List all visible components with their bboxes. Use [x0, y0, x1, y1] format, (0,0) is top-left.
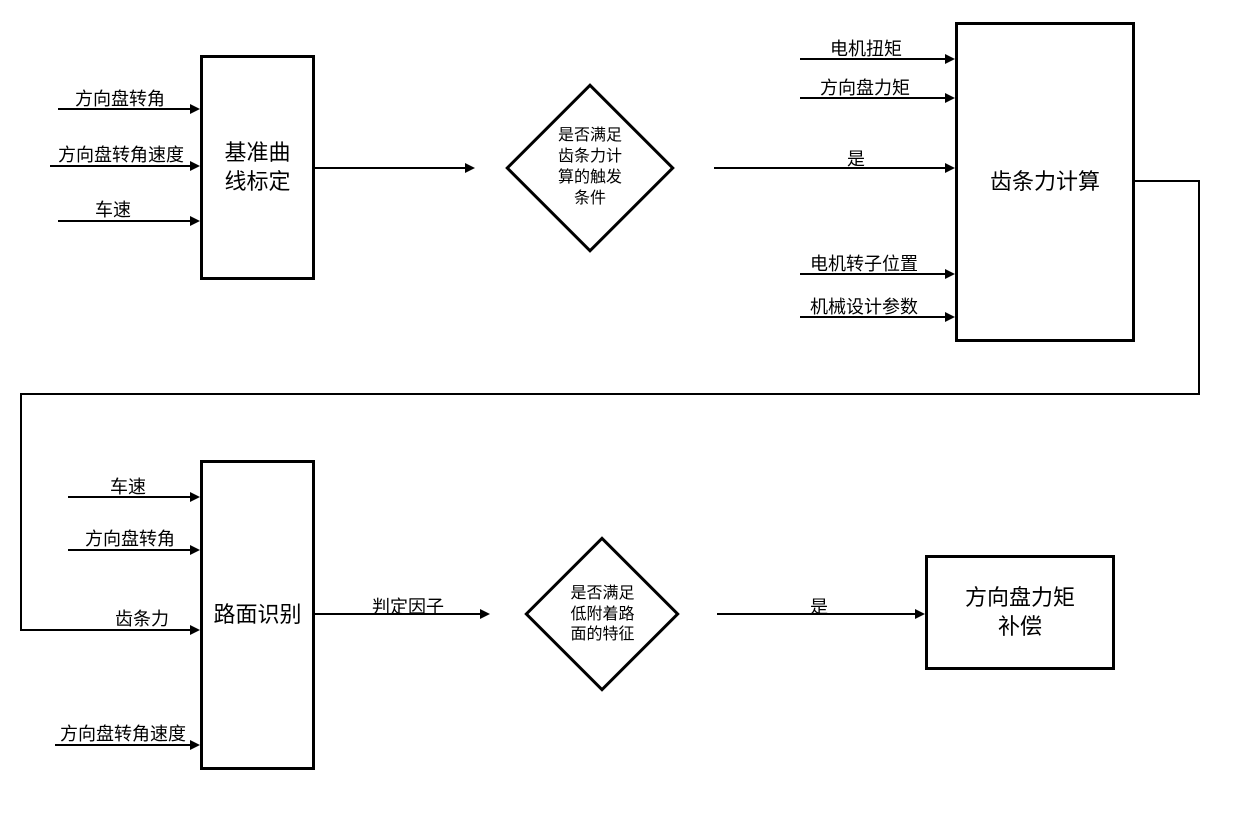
- arrow-head-icon: [190, 545, 200, 555]
- edge-label-yes1: 是: [847, 145, 865, 171]
- node-rack-force-calc-label: 齿条力计算: [990, 168, 1100, 197]
- arrow-head-icon: [945, 312, 955, 322]
- input-rack-force: 齿条力: [115, 605, 169, 631]
- arrow-head-icon: [945, 54, 955, 64]
- edge-box2-route-h1: [1135, 180, 1200, 182]
- arrow-head-icon: [190, 492, 200, 502]
- arrow-head-icon: [190, 161, 200, 171]
- edge-d1-box2: [714, 167, 945, 169]
- edge-box2-route-h3: [20, 629, 190, 631]
- input-steering-angle-speed-2: 方向盘转角速度: [60, 720, 186, 746]
- arrow-line: [68, 549, 190, 551]
- edge-box1-d1: [315, 167, 465, 169]
- arrow-head-icon: [945, 93, 955, 103]
- input-steering-angle-2: 方向盘转角: [85, 525, 175, 551]
- arrow-head-icon: [190, 625, 200, 635]
- arrow-head-icon: [190, 740, 200, 750]
- edge-box2-route-h2: [20, 393, 1200, 395]
- node-baseline-curve-label: 基准曲线标定: [224, 139, 290, 196]
- arrow-line: [68, 496, 190, 498]
- edge-label-yes2: 是: [810, 593, 828, 619]
- arrow-line: [50, 165, 190, 167]
- input-steering-angle-speed: 方向盘转角速度: [58, 141, 184, 167]
- edge-box2-route-v1: [1198, 180, 1200, 395]
- node-road-recognition-label: 路面识别: [213, 601, 301, 630]
- arrow-head-icon: [190, 216, 200, 226]
- arrow-head-icon: [945, 163, 955, 173]
- arrow-line: [800, 58, 945, 60]
- node-torque-compensation: 方向盘力矩补偿: [925, 555, 1115, 670]
- node-baseline-curve: 基准曲线标定: [200, 55, 315, 280]
- decision-low-adhesion: [524, 536, 680, 692]
- arrow-line: [800, 273, 945, 275]
- arrow-head-icon: [465, 163, 475, 173]
- input-vehicle-speed: 车速: [95, 196, 131, 222]
- arrow-line: [55, 744, 190, 746]
- edge-label-judge: 判定因子: [372, 593, 444, 619]
- arrow-line: [58, 220, 190, 222]
- node-torque-compensation-label: 方向盘力矩补偿: [965, 584, 1075, 641]
- arrow-line: [800, 316, 945, 318]
- node-rack-force-calc: 齿条力计算: [955, 22, 1135, 342]
- decision-trigger-condition: [505, 83, 675, 253]
- arrow-head-icon: [945, 269, 955, 279]
- arrow-line: [58, 108, 190, 110]
- arrow-head-icon: [480, 609, 490, 619]
- arrow-line: [800, 97, 945, 99]
- node-road-recognition: 路面识别: [200, 460, 315, 770]
- arrow-head-icon: [915, 609, 925, 619]
- edge-box2-route-v2: [20, 393, 22, 630]
- arrow-head-icon: [190, 104, 200, 114]
